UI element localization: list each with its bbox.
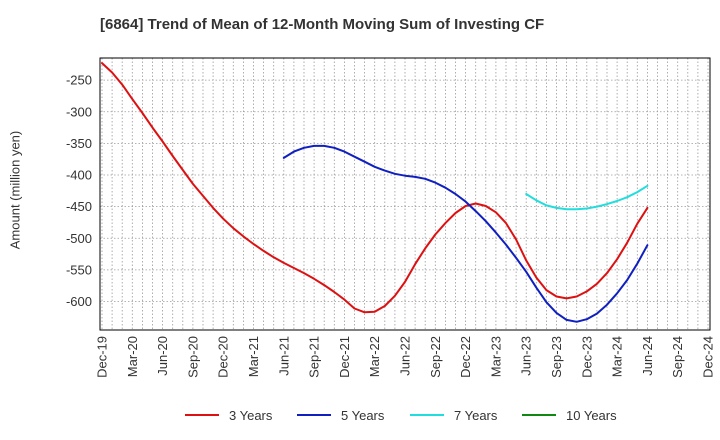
x-axis-ticks: Dec-19 Mar-20 Jun-20 Sep-20 Dec-20 Mar-21 Jun-… [95, 336, 716, 378]
x-tick-label: Sep-22 [428, 336, 443, 378]
legend-label-3-years: 3 Years [229, 407, 273, 423]
x-tick-label: Jun-24 [640, 336, 655, 376]
gridlines [100, 58, 710, 330]
line-chart: -250 -300 -350 -400 -450 -500 -550 -600 Dec-19 M… [66, 57, 716, 378]
x-tick-label: Dec-19 [95, 336, 110, 378]
legend-item-3-years: 3 Years [185, 404, 272, 426]
x-tick-label: Mar-21 [246, 336, 261, 377]
x-tick-label: Dec-23 [579, 336, 594, 378]
y-tick-label: -350 [66, 136, 92, 151]
series-line-3-years [101, 62, 649, 314]
x-tick-label: Jun-23 [519, 336, 534, 376]
x-tick-label: Jun-20 [155, 336, 170, 376]
y-tick-label: -600 [66, 294, 92, 309]
series-lines [101, 62, 649, 323]
y-tick-label: -450 [66, 199, 92, 214]
legend-item-7-years: 7 Years [410, 404, 497, 426]
x-tick-label: Dec-22 [458, 336, 473, 378]
legend: 3 Years 5 Years 7 Years 10 Years [0, 404, 720, 426]
series-line-7-years [525, 184, 649, 211]
y-tick-label: -300 [66, 104, 92, 119]
x-tick-label: Sep-21 [307, 336, 322, 378]
x-tick-label: Dec-24 [701, 336, 716, 378]
x-tick-label: Sep-23 [549, 336, 564, 378]
x-tick-label: Mar-23 [488, 336, 503, 377]
series-line-5-years [282, 144, 649, 323]
x-tick-label: Mar-20 [125, 336, 140, 377]
x-tick-label: Sep-20 [185, 336, 200, 378]
legend-swatch-3-years [185, 414, 219, 416]
legend-label-5-years: 5 Years [341, 407, 385, 423]
x-tick-label: Sep-24 [670, 336, 685, 378]
plot-frame [99, 57, 711, 331]
legend-swatch-10-years [522, 414, 556, 416]
chart-title: [6864] Trend of Mean of 12-Month Moving … [100, 16, 545, 33]
y-tick-label: -500 [66, 231, 92, 246]
axes [99, 57, 711, 331]
y-tick-label: -550 [66, 262, 92, 277]
x-tick-label: Mar-22 [367, 336, 382, 377]
legend-label-10-years: 10 Years [566, 407, 617, 423]
x-tick-label: Jun-22 [398, 336, 413, 376]
legend-label-7-years: 7 Years [454, 407, 498, 423]
y-tick-label: -400 [66, 168, 92, 183]
x-tick-label: Jun-21 [276, 336, 291, 376]
x-tick-label: Dec-20 [216, 336, 231, 378]
legend-swatch-5-years [297, 414, 331, 416]
legend-swatch-7-years [410, 414, 444, 416]
x-tick-label: Mar-24 [610, 336, 625, 377]
legend-item-10-years: 10 Years [522, 404, 617, 426]
legend-item-5-years: 5 Years [297, 404, 384, 426]
y-axis-ticks: -250 -300 -350 -400 -450 -500 -550 -600 [66, 73, 92, 309]
y-tick-label: -250 [66, 73, 92, 88]
x-tick-label: Dec-21 [337, 336, 352, 378]
